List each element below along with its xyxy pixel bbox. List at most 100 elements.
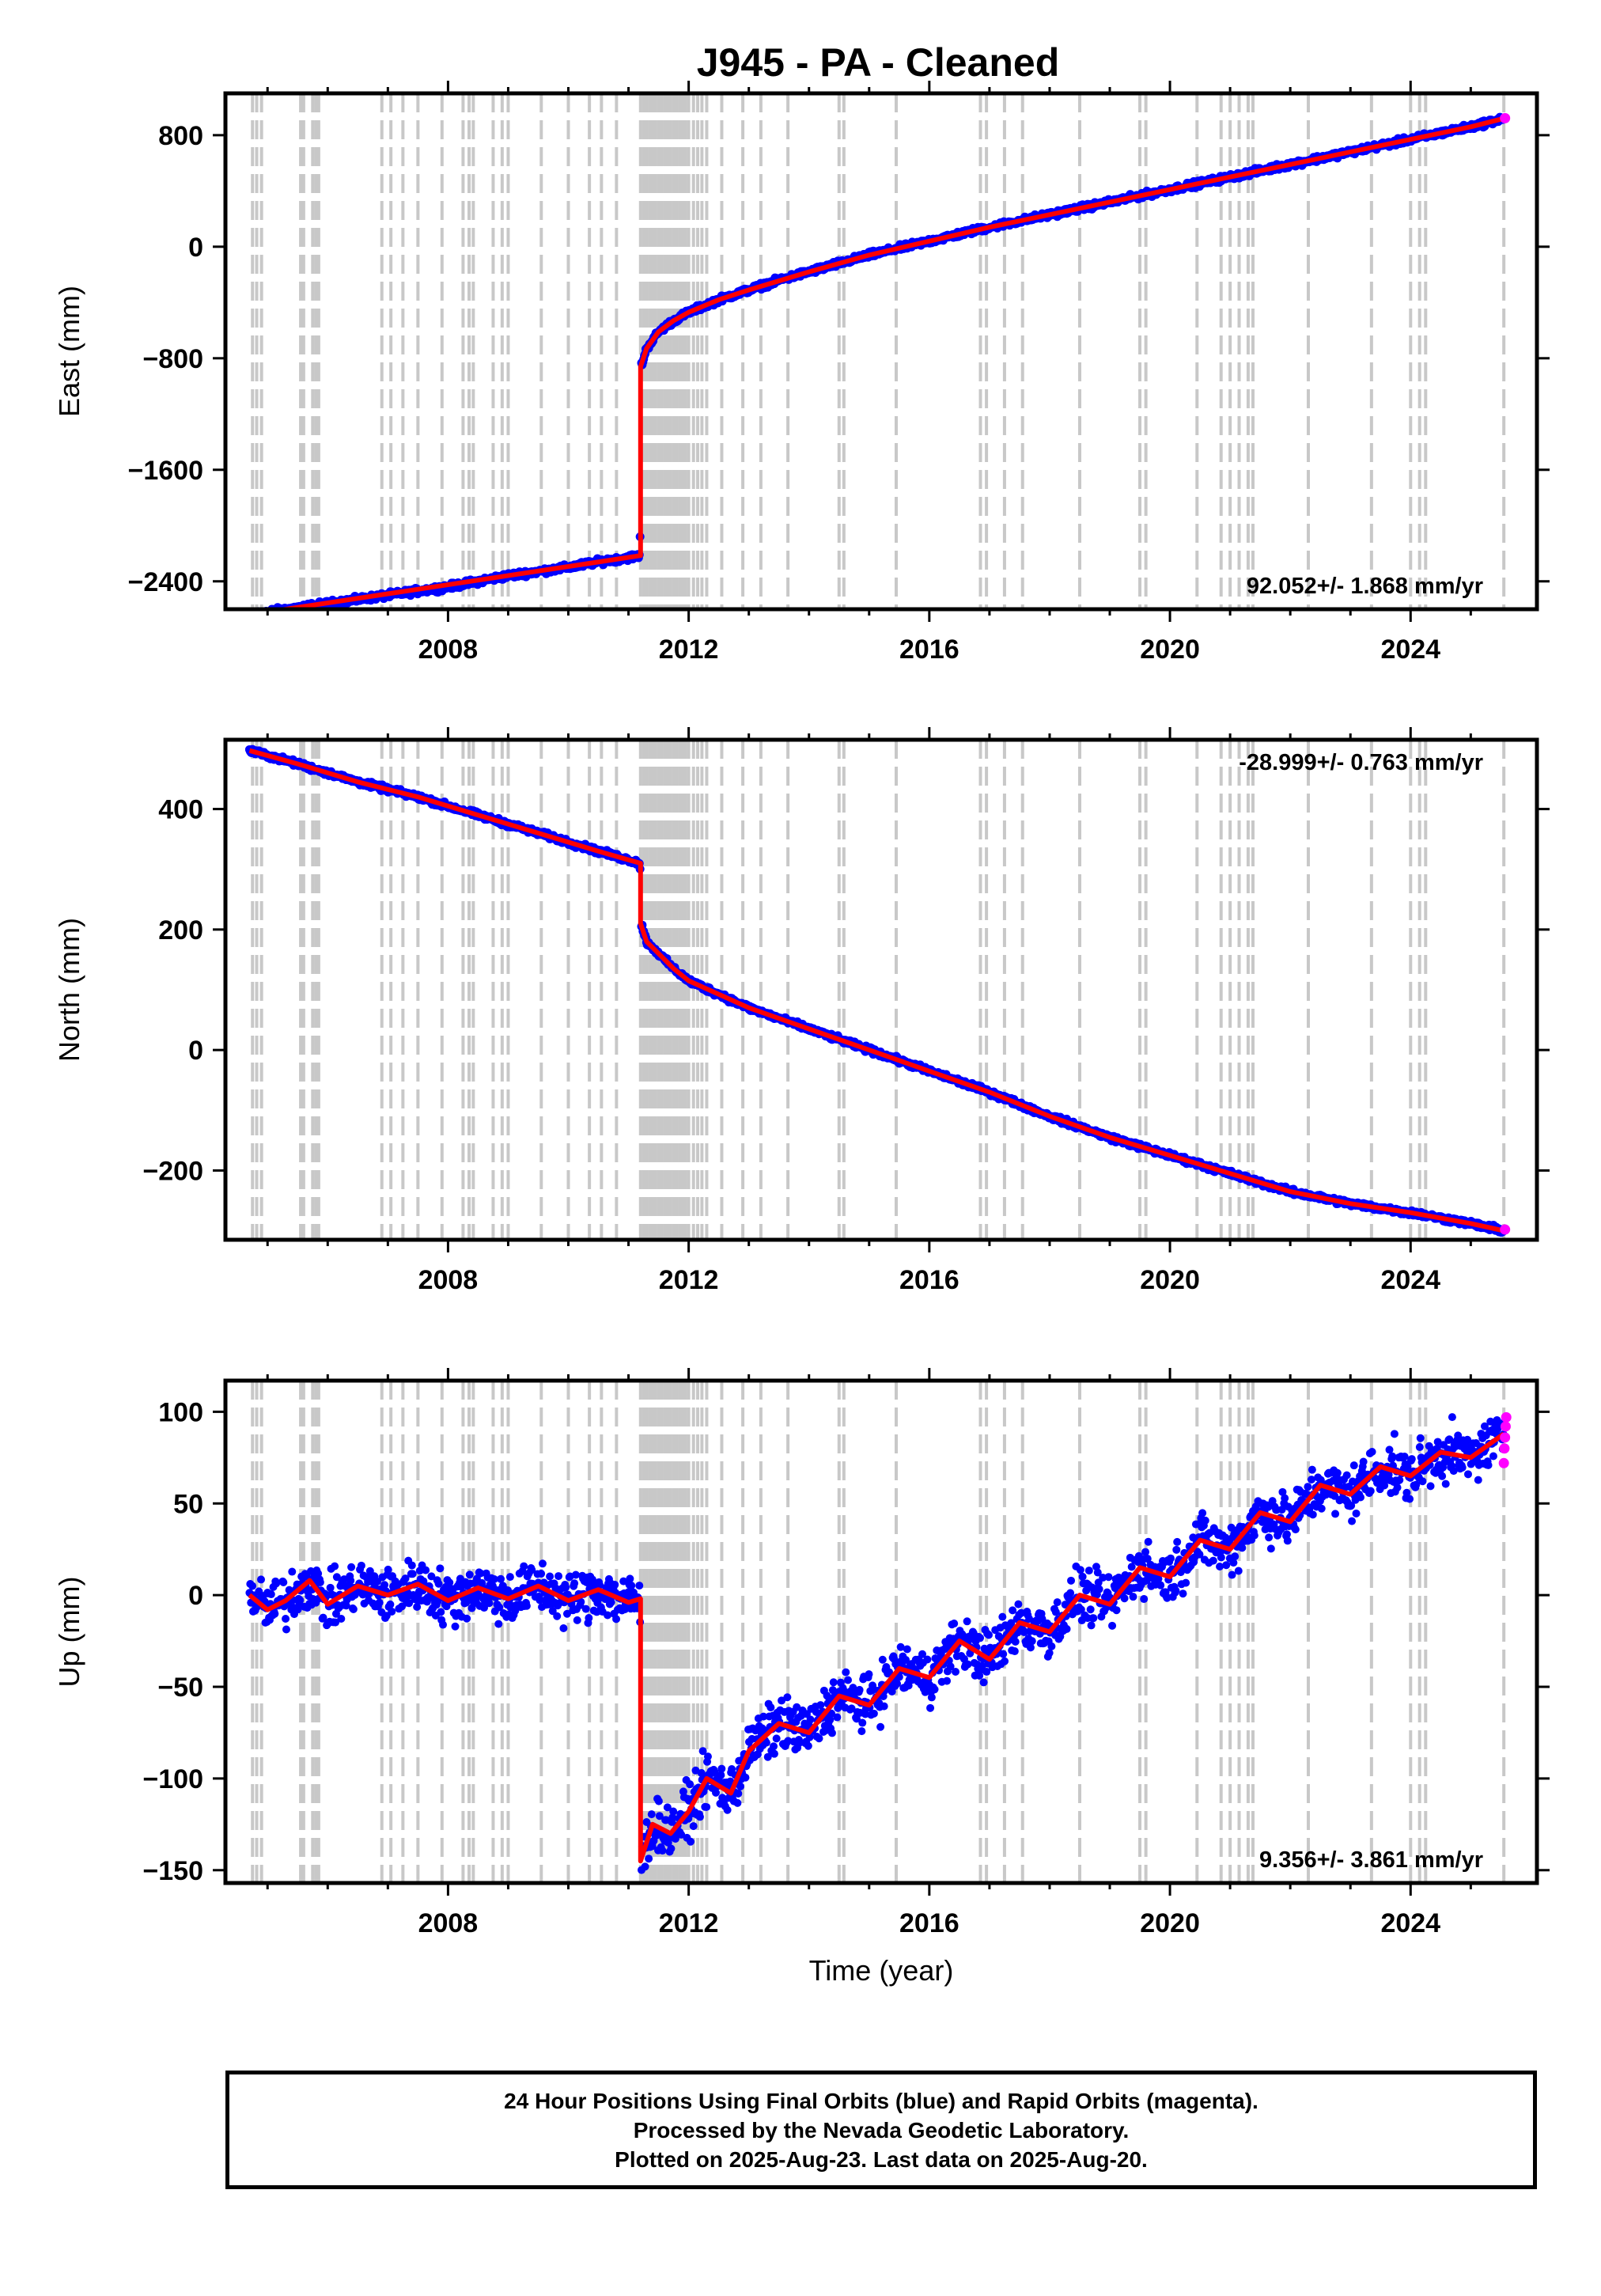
data-point [248,611,257,619]
data-point [1051,1608,1060,1616]
data-point [762,1738,770,1747]
rapid-orbit-point [1500,1224,1511,1235]
data-point [804,1741,812,1750]
data-point [346,1576,355,1585]
data-point [829,1678,838,1687]
data-point [712,1788,721,1797]
data-point [1066,1589,1075,1597]
data-point [759,1712,768,1721]
data-point [495,1603,504,1612]
data-point [316,1578,324,1586]
data-point [1045,1649,1054,1658]
data-point [902,1655,910,1664]
data-point [570,1579,579,1588]
data-point [445,1578,454,1587]
data-point [655,1812,664,1821]
data-point [717,1771,725,1779]
data-point [869,1709,878,1718]
data-point [245,610,254,619]
data-point [647,1810,656,1819]
data-point [842,1668,850,1677]
data-point [386,1600,395,1608]
data-point [272,1579,281,1588]
data-point [844,1676,853,1684]
final-orbit-points [245,1413,1508,1874]
data-point [422,1566,430,1574]
data-point [380,1581,389,1589]
model-line [248,748,1504,1233]
data-point [282,1614,290,1623]
data-point [778,1696,786,1705]
data-point [627,1582,636,1590]
data-point [388,1607,396,1616]
data-point [772,1734,781,1743]
data-point [619,1577,628,1586]
plot-frame [223,91,1539,612]
data-point [288,1567,297,1576]
data-point [1001,1657,1009,1665]
data-point [885,1668,894,1677]
data-point [717,1764,726,1773]
data-point [733,1798,742,1807]
data-point [384,1565,392,1574]
data-point [783,1693,792,1702]
plot-area [244,740,1511,1240]
data-point [658,1847,667,1855]
data-point [331,1562,339,1570]
data-point [998,1612,1007,1621]
data-point [741,1773,750,1782]
data-point [1026,1643,1035,1652]
data-point [896,1642,905,1651]
data-point [490,1574,498,1583]
y-tick-label: 0 [188,233,203,263]
data-point [1047,1642,1056,1650]
data-point [827,1729,836,1737]
data-point [635,1582,644,1590]
x-tick-label: 2020 [1140,635,1200,665]
data-point [522,1601,531,1610]
data-point [763,1752,772,1761]
data-point [248,1582,257,1590]
data-point [663,1803,672,1812]
data-point [505,1573,514,1582]
page-title: J945 - PA - Cleaned [697,40,1060,85]
data-point [805,1733,814,1741]
x-tick-label: 2024 [1380,1265,1440,1295]
plot-area [245,93,1511,619]
data-point [405,1599,414,1608]
rate-label: 92.052+/- 1.868 mm/yr [1247,574,1483,599]
x-tick-label: 2008 [418,635,479,665]
data-point [1053,1598,1062,1607]
data-point [326,1583,335,1592]
data-point [855,1685,864,1694]
data-point [375,1598,384,1607]
data-point [927,1693,936,1702]
data-point [480,1604,489,1612]
data-point [342,1601,350,1610]
x-tick-label: 2020 [1140,1265,1200,1295]
data-point [1089,1614,1098,1623]
data-point [645,1855,653,1863]
data-point [677,1830,686,1839]
data-point [826,1715,835,1724]
data-point [337,1615,346,1623]
x-tick-label: 2016 [899,1265,959,1295]
x-tick-label: 2012 [659,1265,719,1295]
data-point [795,1738,804,1747]
data-point [282,1625,290,1634]
data-point [537,1570,546,1578]
data-point [687,1837,695,1846]
data-point [698,1747,707,1756]
y-axis-label: North (mm) [53,918,85,1062]
data-point [1084,1567,1093,1575]
data-point [736,1782,745,1790]
data-point [485,1599,494,1608]
data-point [734,1789,743,1798]
data-point [976,1634,985,1642]
data-point [293,1605,302,1614]
data-point [950,1620,959,1628]
y-tick-label: −800 [142,344,203,374]
data-point [669,1807,678,1816]
